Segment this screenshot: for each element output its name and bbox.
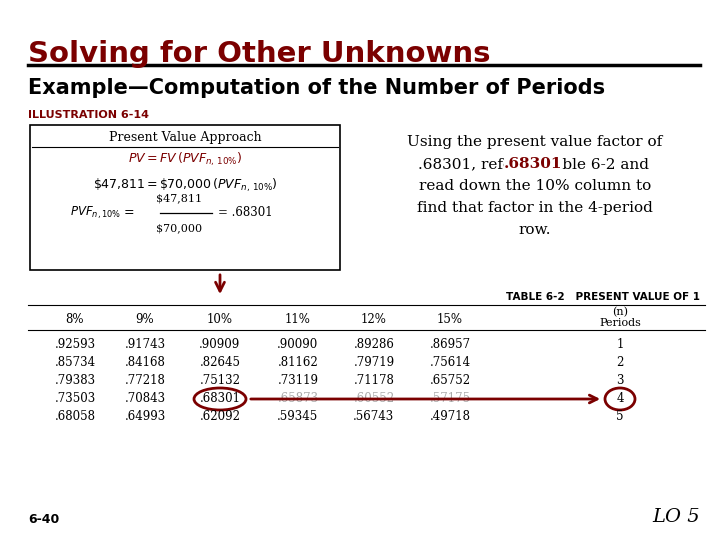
- Text: .81162: .81162: [278, 356, 318, 369]
- Text: .71178: .71178: [354, 375, 395, 388]
- Text: LO 5: LO 5: [652, 508, 700, 526]
- Text: Solving for Other Unknowns: Solving for Other Unknowns: [28, 40, 490, 68]
- Text: Example—Computation of the Number of Periods: Example—Computation of the Number of Per…: [28, 78, 605, 98]
- Text: 15%: 15%: [437, 313, 463, 326]
- Text: ILLUSTRATION 6-14: ILLUSTRATION 6-14: [28, 110, 149, 120]
- Text: .91743: .91743: [125, 339, 166, 352]
- Text: find that factor in the 4-period: find that factor in the 4-period: [417, 201, 653, 215]
- Text: .90090: .90090: [277, 339, 319, 352]
- Text: (n): (n): [612, 307, 628, 318]
- Text: 2: 2: [616, 356, 624, 369]
- Text: .73503: .73503: [55, 393, 96, 406]
- Text: row.: row.: [518, 223, 552, 237]
- Text: $47,811: $47,811: [156, 193, 202, 203]
- Text: = .68301: = .68301: [217, 206, 272, 219]
- Text: =: =: [124, 206, 134, 219]
- Text: .92593: .92593: [55, 339, 96, 352]
- Text: .75132: .75132: [199, 375, 240, 388]
- Text: Using the present value factor of: Using the present value factor of: [408, 135, 662, 149]
- Text: 3: 3: [616, 375, 624, 388]
- Text: .89286: .89286: [354, 339, 395, 352]
- Text: .68301, refer to Table 6-2 and: .68301, refer to Table 6-2 and: [418, 157, 649, 171]
- Text: .85734: .85734: [55, 356, 96, 369]
- Text: .68058: .68058: [55, 410, 96, 423]
- Text: .57175: .57175: [429, 393, 471, 406]
- Text: .65752: .65752: [429, 375, 471, 388]
- Text: .59345: .59345: [277, 410, 319, 423]
- Text: 11%: 11%: [285, 313, 311, 326]
- Text: TABLE 6-2   PRESENT VALUE OF 1: TABLE 6-2 PRESENT VALUE OF 1: [506, 292, 700, 302]
- Text: .60552: .60552: [354, 393, 395, 406]
- Text: .77218: .77218: [125, 375, 166, 388]
- Text: .82645: .82645: [199, 356, 240, 369]
- Text: Present Value Approach: Present Value Approach: [109, 131, 261, 144]
- Text: 8%: 8%: [66, 313, 84, 326]
- Text: $70,000: $70,000: [156, 223, 202, 233]
- Text: .49718: .49718: [430, 410, 470, 423]
- Text: Periods: Periods: [599, 318, 641, 328]
- Text: 6-40: 6-40: [28, 513, 59, 526]
- Text: $PV = FV\,(PVF_{n,\,10\%})$: $PV = FV\,(PVF_{n,\,10\%})$: [127, 151, 242, 168]
- Text: .56743: .56743: [354, 410, 395, 423]
- Text: .62092: .62092: [199, 410, 240, 423]
- Text: .79383: .79383: [55, 375, 96, 388]
- Text: .64993: .64993: [125, 410, 166, 423]
- Text: 4: 4: [616, 393, 624, 406]
- Text: .75614: .75614: [429, 356, 471, 369]
- Text: .86957: .86957: [429, 339, 471, 352]
- Text: read down the 10% column to: read down the 10% column to: [419, 179, 651, 193]
- Text: .65873: .65873: [277, 393, 318, 406]
- Text: 5: 5: [616, 410, 624, 423]
- Text: .79719: .79719: [354, 356, 395, 369]
- Text: 9%: 9%: [135, 313, 154, 326]
- Text: $PVF_{n,10\%}$: $PVF_{n,10\%}$: [71, 205, 122, 221]
- FancyBboxPatch shape: [30, 125, 340, 270]
- Text: 1: 1: [616, 339, 624, 352]
- Text: .73119: .73119: [277, 375, 318, 388]
- Text: 12%: 12%: [361, 313, 387, 326]
- Text: $\$47{,}811 = \$70{,}000\,(PVF_{n,\,10\%})$: $\$47{,}811 = \$70{,}000\,(PVF_{n,\,10\%…: [93, 177, 277, 194]
- Text: .68301: .68301: [504, 157, 562, 171]
- Text: .90909: .90909: [199, 339, 240, 352]
- Text: .68301: .68301: [199, 393, 240, 406]
- Text: 10%: 10%: [207, 313, 233, 326]
- Text: .70843: .70843: [125, 393, 166, 406]
- Text: .84168: .84168: [125, 356, 166, 369]
